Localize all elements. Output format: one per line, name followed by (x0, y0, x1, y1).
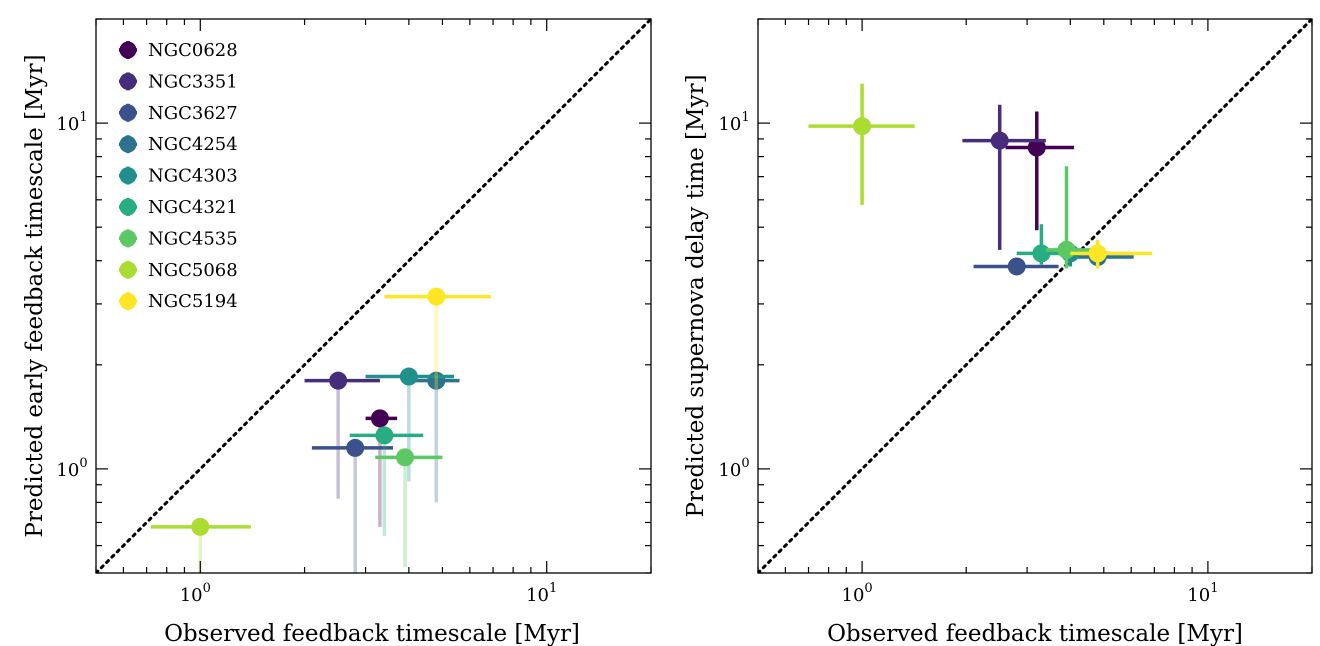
data-point (1088, 244, 1107, 263)
data-point (853, 117, 872, 136)
legend-label: NGC4535 (148, 228, 238, 249)
legend-label: NGC5068 (148, 260, 238, 281)
y-tick-label: 101 (718, 110, 749, 135)
series-ngc5194 (384, 287, 491, 390)
legend: NGC0628 NGC3351 NGC3627 NGC4254 NGC4303 NGC43… (119, 40, 238, 312)
right-x-axis-label: Observed feedback timescale [Myr] (827, 621, 1243, 646)
x-tick-label: 100 (180, 581, 211, 606)
series-ngc3351 (962, 104, 1046, 250)
legend-label: NGC4303 (148, 166, 238, 187)
data-point (399, 367, 418, 386)
series-ngc3627 (311, 438, 394, 573)
legend-marker (119, 41, 137, 59)
legend-item: NGC4254 (119, 134, 238, 155)
data-point (191, 517, 210, 536)
legend-item: NGC3351 (119, 71, 238, 92)
data-point (375, 426, 394, 445)
legend-label: NGC4254 (148, 134, 238, 155)
right-data-marks (758, 19, 1312, 573)
legend-item: NGC4321 (119, 197, 238, 218)
y-tick-label: 100 (718, 456, 749, 481)
legend-item: NGC3627 (119, 103, 238, 124)
series-ngc3351 (304, 371, 380, 499)
legend-marker (119, 135, 137, 153)
right-panel: 100 100 101 101 Observed feedback timescale… (683, 18, 1313, 646)
x-tick-label: 101 (1187, 581, 1218, 606)
left-data-marks (96, 19, 651, 573)
data-point (1007, 257, 1026, 276)
legend-marker (119, 167, 137, 185)
one-to-one-line (758, 19, 1312, 573)
data-point (427, 287, 446, 306)
legend-label: NGC3351 (148, 71, 238, 92)
data-point (346, 438, 365, 457)
axes-frame (95, 18, 652, 574)
legend-item: NGC0628 (119, 40, 238, 61)
left-panel: 100 100 101 101 NGC0628 NGC3351 NGC3627 NGC425… (22, 18, 652, 646)
data-point (396, 448, 415, 467)
left-y-axis-label: Predicted early feedback timescale [Myr] (22, 54, 48, 537)
legend-marker (119, 292, 137, 310)
legend-marker (119, 198, 137, 216)
legend-label: NGC4321 (148, 197, 238, 218)
series-ngc5194 (1070, 239, 1153, 269)
legend-label: NGC3627 (148, 103, 238, 124)
data-point (990, 131, 1009, 150)
legend-label: NGC5194 (148, 291, 238, 312)
legend-marker (119, 229, 137, 247)
legend-marker (119, 104, 137, 122)
legend-item: NGC5068 (119, 260, 238, 281)
axes-frame (757, 18, 1313, 574)
legend-item: NGC4535 (119, 228, 238, 249)
left-x-axis-label: Observed feedback timescale [Myr] (164, 621, 580, 646)
data-point (329, 371, 348, 390)
legend-item: NGC4303 (119, 166, 238, 187)
right-y-axis-label: Predicted supernova delay time [Myr] (683, 74, 709, 517)
y-tick-label: 101 (56, 110, 87, 135)
data-point (1027, 138, 1046, 157)
series-ngc4321 (349, 426, 424, 536)
x-tick-label: 100 (842, 581, 873, 606)
legend-item: NGC5194 (119, 291, 238, 312)
data-point (370, 409, 389, 428)
series-ngc3627 (973, 257, 1059, 276)
x-tick-label: 101 (526, 581, 557, 606)
legend-label: NGC0628 (148, 40, 238, 61)
data-point (1057, 240, 1076, 259)
data-point (1032, 244, 1051, 263)
legend-marker (119, 261, 137, 279)
right-axis-ticks: 100 100 101 101 (718, 18, 1313, 606)
y-tick-label: 100 (56, 456, 87, 481)
legend-marker (119, 72, 137, 90)
series-ngc5068 (808, 83, 915, 205)
one-to-one-line (96, 19, 651, 573)
series-ngc4535 (375, 448, 443, 568)
series-ngc0628 (1005, 111, 1075, 231)
